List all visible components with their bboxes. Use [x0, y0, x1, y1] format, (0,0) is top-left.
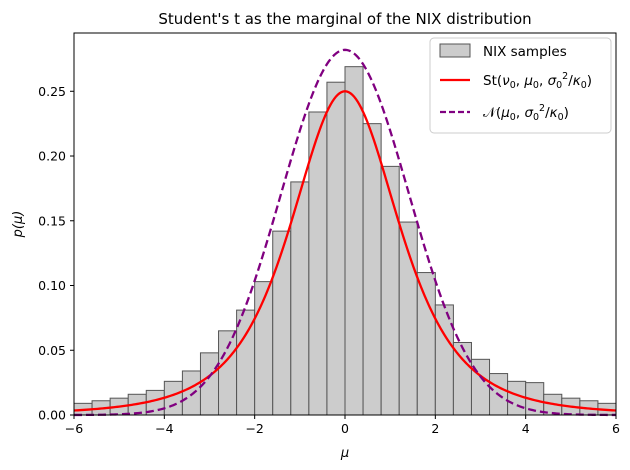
- histogram-bar: [380, 165, 400, 416]
- legend-label-student-t: St(ν0, μ0, σ02/κ0): [483, 71, 592, 91]
- series-line-normal: [73, 48, 617, 417]
- x-axis: −6 −4 −2 0 2 4 6: [65, 415, 620, 436]
- x-tick-label: −2: [245, 421, 263, 436]
- x-tick-label: 2: [431, 421, 439, 436]
- curves: [73, 48, 617, 417]
- histogram-bar: [163, 380, 183, 416]
- histogram-bar: [344, 66, 364, 416]
- legend-label-nix-samples: NIX samples: [483, 44, 567, 60]
- y-tick-label: 0.00: [38, 408, 66, 423]
- histogram-bar: [362, 123, 382, 416]
- y-axis: 0.00 0.05 0.10 0.15 0.20 0.25: [38, 84, 74, 423]
- histogram-bar: [181, 370, 201, 416]
- x-tick-label: 0: [341, 421, 349, 436]
- x-tick-label: 4: [522, 421, 530, 436]
- legend-label-normal: 𝒩(μ0, σ02/κ0): [483, 103, 569, 123]
- legend-swatch-nix-samples: [439, 43, 471, 58]
- y-tick-label: 0.10: [38, 278, 66, 293]
- x-tick-label: −6: [65, 421, 83, 436]
- y-tick-label: 0.05: [38, 343, 66, 358]
- legend: NIX samples St(ν0, μ0, σ02/κ0) 𝒩(μ0, σ02…: [429, 37, 612, 134]
- y-tick-label: 0.15: [38, 213, 66, 228]
- histogram-bar: [507, 380, 527, 416]
- y-axis-label: p(μ): [11, 211, 26, 239]
- histogram-bar: [326, 81, 346, 416]
- histogram-bar: [416, 272, 436, 416]
- x-axis-label: μ: [340, 446, 349, 461]
- histogram-bars: [73, 66, 617, 416]
- series-line-student-t: [73, 90, 617, 412]
- y-tick-label: 0.25: [38, 84, 66, 99]
- y-tick-label: 0.20: [38, 149, 66, 164]
- chart-title: Student's t as the marginal of the NIX d…: [158, 10, 531, 28]
- histogram-bar: [272, 230, 292, 416]
- histogram-bar: [218, 330, 238, 416]
- x-tick-label: −4: [155, 421, 173, 436]
- legend-frame: [429, 37, 612, 134]
- x-tick-label: 6: [612, 421, 620, 436]
